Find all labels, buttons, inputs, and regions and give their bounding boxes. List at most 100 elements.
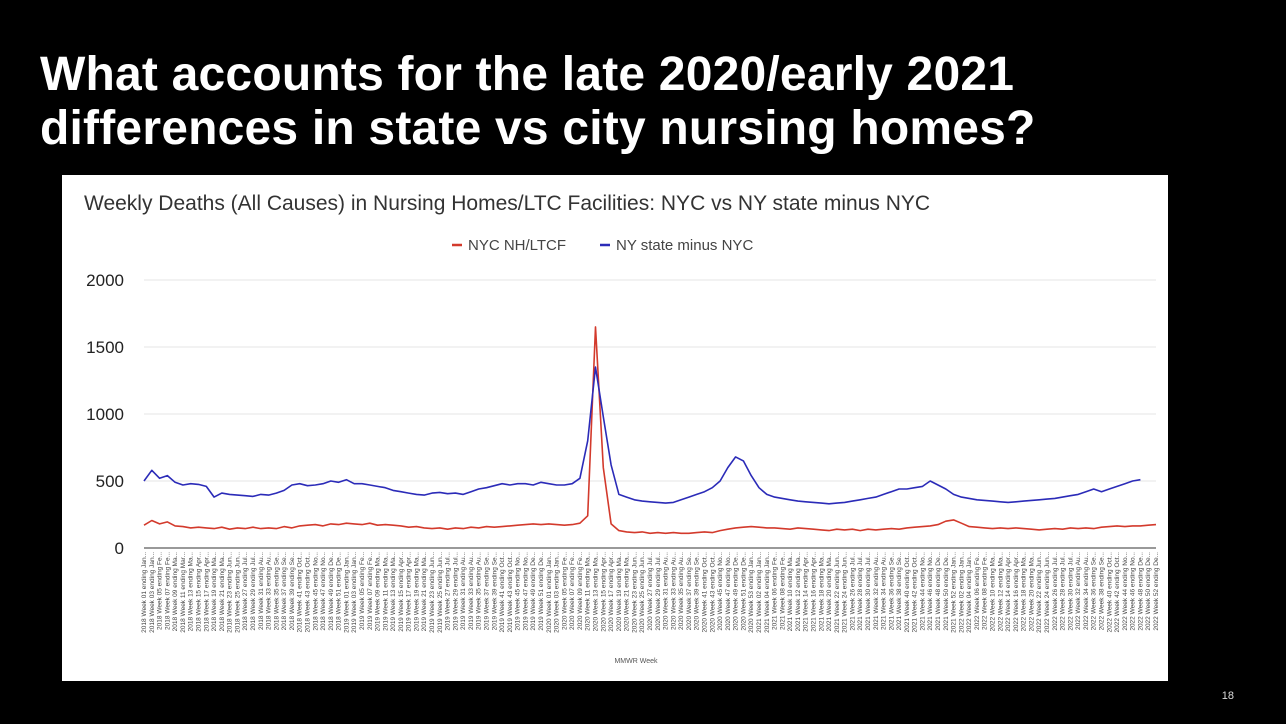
x-tick-label: 2021 Week 22 ending Jun...	[834, 552, 841, 633]
x-tick-label: 2021 Week 42 ending Oct...	[912, 552, 919, 633]
x-tick-label: 2019 Week 11 ending Ma...	[382, 552, 389, 631]
x-tick-label: 2018 Week 25 ending Jun...	[234, 552, 241, 633]
x-tick-label: 2022 Week 10 ending Ma...	[990, 552, 997, 632]
legend-label-nyc: NYC NH/LTCF	[468, 237, 566, 254]
x-tick-label: 2021 Week 32 ending Au...	[873, 552, 880, 630]
x-tick-label: 2020 Week 41 ending Oct...	[701, 552, 708, 633]
x-tick-label: 2022 Week 14 ending Apr...	[1005, 552, 1012, 632]
x-tick-label: 2019 Week 05 ending Fe...	[359, 552, 366, 630]
x-tick-label: 2019 Week 19 ending Ma...	[413, 552, 420, 632]
x-tick-label: 2021 Week 06 ending Fe...	[772, 552, 779, 630]
x-tick-label: 2022 Week 44 ending No...	[1122, 552, 1129, 631]
x-tick-label: 2019 Week 13 ending Ma...	[390, 552, 397, 632]
x-tick-label: 2019 Week 37 ending Se...	[484, 552, 491, 630]
x-tick-label: 2021 Week 10 ending Ma...	[787, 552, 794, 632]
x-tick-label: 2021 Week 14 ending Apr...	[803, 552, 810, 632]
x-tick-label: 2020 Week 33 ending Au...	[670, 552, 677, 630]
x-tick-label: 2022 Week 40 ending Oct...	[1106, 552, 1113, 633]
y-axis: 0 500 1000 1500 2000	[86, 271, 124, 558]
x-axis-label: MMWR Week	[614, 658, 658, 665]
x-tick-label: 2022 Week 42 ending Oct...	[1114, 552, 1121, 633]
x-tick-label: 2019 Week 07 ending Fe...	[367, 552, 374, 630]
x-tick-label: 2020 Week 29 ending Jul...	[655, 552, 662, 631]
x-tick-label: 2019 Week 39 ending Se...	[491, 552, 498, 630]
chart-title: Weekly Deaths (All Causes) in Nursing Ho…	[84, 192, 930, 215]
x-tick-label: 2019 Week 17 ending Apr...	[406, 552, 413, 632]
x-tick-label: 2019 Week 15 ending Apr...	[398, 552, 405, 632]
x-tick-label: 2019 Week 45 ending No...	[515, 552, 522, 631]
x-tick-label: 2020 Week 13 ending Ma...	[593, 552, 600, 632]
x-tick-label: 2020 Week 31 ending Au...	[663, 552, 670, 630]
x-tick-label: 2022 Week 32 ending Au...	[1075, 552, 1082, 630]
series-line-state	[143, 366, 1141, 505]
x-tick-label: 2020 Week 49 ending De...	[733, 552, 740, 631]
legend-label-state: NY state minus NYC	[616, 237, 753, 254]
x-tick-label: 2020 Week 47 ending No...	[725, 552, 732, 631]
y-tick-label: 500	[96, 472, 124, 491]
x-tick-label: 2018 Week 43 ending Oct...	[304, 552, 311, 633]
series-lines	[143, 326, 1157, 535]
x-tick-label: 2020 Week 39 ending Se...	[694, 552, 701, 630]
x-tick-label: 2018 Week 45 ending No...	[312, 552, 319, 631]
x-tick-label: 2021 Week 18 ending Ma...	[818, 552, 825, 632]
x-tick-label: 2021 Week 38 ending Se...	[896, 552, 903, 630]
x-tick-label: 2019 Week 01 ending Jan...	[343, 552, 350, 633]
slide-title-line-1: What accounts for the late 2020/early 20…	[40, 48, 1015, 101]
x-tick-label: 2018 Week 03 ending Jan...	[149, 552, 156, 633]
x-tick-label: 2020 Week 05 ending Fe...	[561, 552, 568, 630]
x-tick-label: 2021 Week 28 ending Jul...	[857, 552, 864, 631]
x-tick-label: 2022 Week 04 ending Jan...	[966, 552, 973, 633]
x-tick-label: 2022 Week 36 ending Se...	[1091, 552, 1098, 630]
x-tick-label: 2020 Week 51 ending De...	[740, 552, 747, 631]
x-tick-label: 2021 Week 20 ending Ma...	[826, 552, 833, 632]
x-tick-label: 2018 Week 27 ending Jul...	[242, 552, 249, 631]
slide-title: What accounts for the late 2020/early 20…	[40, 48, 1240, 156]
x-tick-label: 2022 Week 30 ending Jul...	[1067, 552, 1074, 631]
x-tick-label: 2018 Week 07 ending Fe...	[164, 552, 171, 630]
x-axis: 2018 Week 01 ending Jan... 2018 Week 03 e…	[141, 552, 1160, 633]
x-tick-label: 2021 Week 44 ending No...	[919, 552, 926, 631]
x-tick-label: 2021 Week 16 ending Apr...	[810, 552, 817, 632]
x-tick-label: 2021 Week 24 ending Jun...	[842, 552, 849, 633]
x-tick-label: 2021 Week 02 ending Jan...	[756, 552, 763, 633]
x-tick-label: 2020 Week 27 ending Jul...	[647, 552, 654, 631]
x-tick-label: 2018 Week 21 ending Ma...	[219, 552, 226, 632]
x-tick-label: 2022 Week 46 ending No...	[1130, 552, 1137, 631]
x-tick-label: 2019 Week 49 ending De...	[530, 552, 537, 631]
page-number: 18	[1221, 690, 1234, 702]
x-tick-label: 2018 Week 37 ending Se...	[281, 552, 288, 630]
x-tick-label: 2022 Week 38 ending Se...	[1099, 552, 1106, 630]
chart-panel: Weekly Deaths (All Causes) in Nursing Ho…	[62, 175, 1168, 681]
x-tick-label: 2022 Week 08 ending Fe...	[982, 552, 989, 630]
x-tick-label: 2019 Week 43 ending Oct...	[507, 552, 514, 633]
x-tick-label: 2019 Week 27 ending Jul...	[445, 552, 452, 631]
x-tick-label: 2018 Week 39 ending Se...	[289, 552, 296, 630]
x-tick-label: 2022 Week 22 ending Jun...	[1036, 552, 1043, 633]
x-tick-label: 2020 Week 45 ending No...	[717, 552, 724, 631]
x-tick-label: 2020 Week 37 ending Se...	[686, 552, 693, 630]
x-tick-label: 2018 Week 15 ending Apr...	[195, 552, 202, 632]
x-tick-label: 2020 Week 09 ending Fe...	[577, 552, 584, 630]
y-tick-label: 2000	[86, 271, 124, 290]
x-tick-label: 2018 Week 47 ending No...	[320, 552, 327, 631]
x-tick-label: 2022 Week 50 ending De...	[1145, 552, 1152, 631]
x-tick-label: 2022 Week 02 ending Jan...	[958, 552, 965, 633]
x-tick-label: 2019 Week 03 ending Jan...	[351, 552, 358, 633]
x-tick-label: 2020 Week 15 ending Apr...	[600, 552, 607, 632]
x-tick-label: 2019 Week 47 ending No...	[522, 552, 529, 631]
x-tick-label: 2021 Week 36 ending Se...	[888, 552, 895, 630]
x-tick-label: 2021 Week 30 ending Jul...	[865, 552, 872, 631]
x-tick-label: 2019 Week 51 ending De...	[538, 552, 545, 631]
x-tick-label: 2018 Week 51 ending De...	[336, 552, 343, 631]
x-tick-label: 2018 Week 11 ending Mar...	[180, 552, 187, 633]
x-tick-label: 2020 Week 21 ending Ma...	[624, 552, 631, 632]
x-tick-label: 2019 Week 21 ending Ma...	[421, 552, 428, 632]
x-tick-label: 2022 Week 12 ending Ma...	[997, 552, 1004, 632]
x-tick-label: 2018 Week 17 ending Apr...	[203, 552, 210, 632]
x-tick-label: 2022 Week 28 ending Jul...	[1060, 552, 1067, 631]
x-tick-label: 2018 Week 13 ending Ma...	[188, 552, 195, 632]
x-tick-label: 2022 Week 06 ending Fe...	[974, 552, 981, 630]
x-tick-label: 2020 Week 11 ending Ma...	[585, 552, 592, 631]
gridlines	[144, 279, 1156, 549]
x-tick-label: 2020 Week 03 ending Jan...	[554, 552, 561, 633]
